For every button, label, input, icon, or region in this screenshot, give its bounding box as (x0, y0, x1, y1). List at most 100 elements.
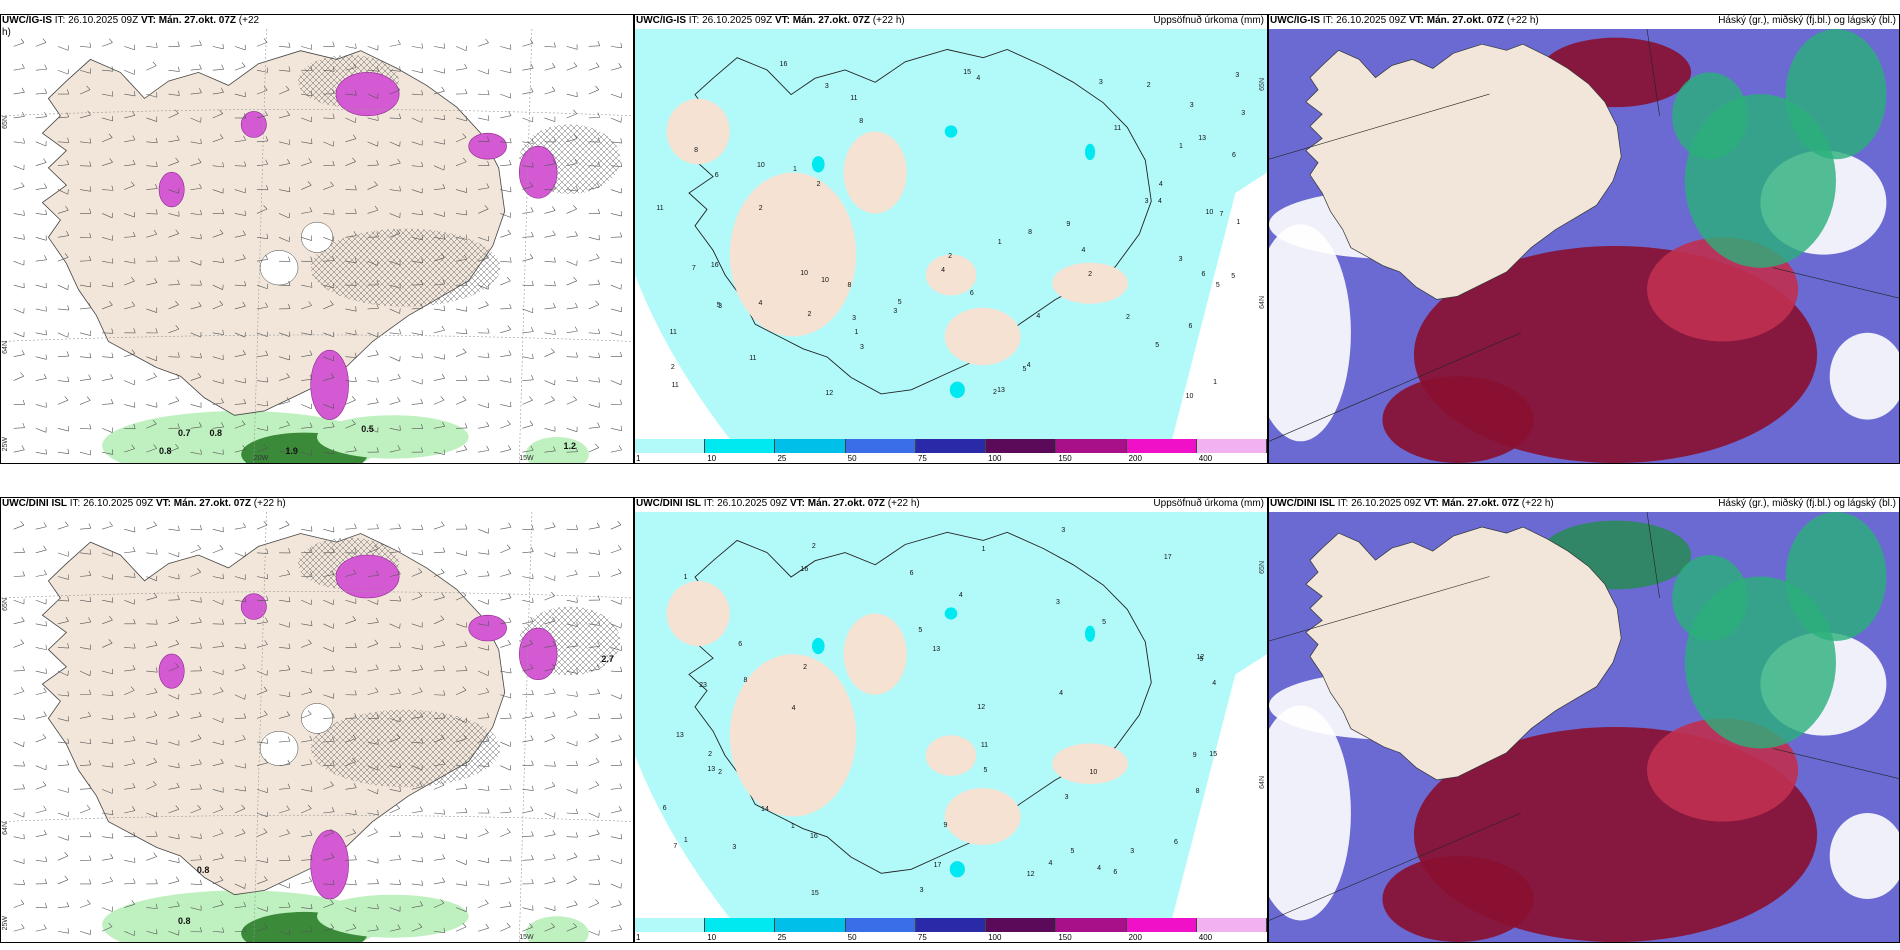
precip-panel-dini: 4 3 3 1 12 13 8 14 16 6 5 5 4 2 3 6 7 11 15 23 12 4 5 2 1 3 5 6 8 17 1… (634, 497, 1268, 943)
lat-label: 64N (2, 341, 9, 355)
precip-amount: 1 (1179, 142, 1183, 150)
precip-amount: 2 (670, 364, 675, 372)
precip-amount: 6 (1113, 869, 1118, 877)
precip-amount: 5 (918, 627, 923, 635)
lat-label: 65N (2, 115, 9, 129)
precip-amount: 2 (718, 768, 723, 776)
panel-field-label: Háský (gr.), miðský (fj.bl.) og lágský (… (1718, 498, 1896, 509)
precip-amount: 6 (909, 569, 914, 577)
precip-amount: 5 (1199, 655, 1204, 663)
title-model: UWC/DINI ISL (636, 498, 701, 509)
title-vt-value: Mán. 27.okt. 07Z (792, 15, 870, 26)
precip-colorbar: 1 10 25 50 75 100 150 200 400 (635, 918, 1267, 942)
panel-title: UWC/DINI ISL IT: 26.10.2025 09Z VT: Mán.… (635, 498, 920, 510)
title-it-label: IT: (1337, 498, 1349, 509)
colorbar-tick: 1 (636, 454, 641, 463)
precip-amount: 4 (1081, 247, 1086, 255)
precip-amount: 4 (1212, 679, 1217, 687)
precip-amount: 3 (1130, 848, 1135, 856)
precip-amount: 1 (981, 546, 986, 554)
precip-amount: 23 (699, 682, 707, 690)
colorbar-swatch (845, 439, 916, 453)
precip-amount: 3 (1241, 110, 1246, 118)
precip-amount: 8 (1195, 788, 1200, 796)
title-model: UWC/IG-IS (2, 15, 52, 26)
precip-amount: 6 (1173, 839, 1178, 847)
precip-amount: 7 (691, 264, 696, 272)
precip-amount: 13 (1198, 134, 1207, 142)
lat-label: 65N (1259, 560, 1266, 574)
lat-label: 64N (2, 821, 9, 835)
precip-amount: 15 (1209, 751, 1218, 759)
precip-amount: 5 (1231, 273, 1236, 281)
lon-label: 15W (519, 934, 534, 941)
precip-amount: 10 (1089, 769, 1098, 777)
colorbar-tick: 10 (707, 454, 717, 463)
precip-amount: 8 (859, 117, 864, 125)
precip-value-label: 0.8 (209, 428, 223, 439)
precip-amount: 5 (1155, 342, 1160, 350)
lat-label: 25W (2, 916, 9, 931)
colorbar-swatch (915, 439, 987, 453)
precip-amount: 3 (732, 843, 737, 851)
precip-amount: 2 (1146, 82, 1151, 90)
precip-amount: 3 (852, 314, 857, 322)
precip-amount: 4 (1158, 181, 1163, 189)
title-it-value: 26.10.2025 09Z (83, 498, 154, 509)
precip-colorbar: 1 10 25 50 75 100 150 200 400 (635, 439, 1267, 463)
precip-value-label: 0.7 (177, 428, 191, 439)
colorbar-tick: 400 (1198, 933, 1213, 942)
title-vt-value: Mán. 27.okt. 07Z (173, 498, 251, 509)
title-lead: (+22 h) (1506, 15, 1539, 26)
title-it-value: 26.10.2025 09Z (1336, 15, 1407, 26)
colorbar-tick: 25 (777, 454, 787, 463)
colorbar-swatch (845, 918, 916, 932)
precip-value-label: 1.2 (563, 441, 576, 452)
title-vt-value: Mán. 27.okt. 07Z (807, 498, 885, 509)
title-it-value: 26.10.2025 09Z (68, 15, 139, 26)
precip-value-label: 2.7 (601, 653, 614, 664)
colorbar-swatch (1196, 918, 1267, 932)
title-model: UWC/IG-IS (1270, 15, 1320, 26)
precip-amount: 3 (919, 887, 924, 895)
precip-amount: 4 (1059, 689, 1064, 697)
title-vt-label: VT: (774, 15, 790, 26)
precip-amount: 4 (1026, 362, 1031, 370)
colorbar-swatch (1126, 439, 1197, 453)
lon-label: 20W (253, 455, 269, 462)
precip-amount: 11 (980, 741, 989, 749)
precip-amount: 14 (761, 806, 769, 814)
wind-map: 65N 64N 25W 20W 15W 0.7 0.8 0.8 1.9 0.5 1.2 (1, 29, 633, 463)
panel-title: UWC/IG-IS IT: 26.10.2025 09Z VT: Mán. 27… (1269, 15, 1539, 27)
precip-amount: 11 (656, 205, 664, 213)
title-vt-label: VT: (789, 498, 805, 509)
title-vt-value: Mán. 27.okt. 07Z (1441, 498, 1519, 509)
precip-amount: 15 (963, 69, 972, 77)
precip-amount: 2 (803, 663, 808, 671)
precip-amount: 4 (1048, 860, 1053, 868)
colorbar-swatch (635, 918, 706, 932)
precip-amount: 8 (694, 146, 698, 154)
title-it-value: 26.10.2025 09Z (702, 15, 773, 26)
precip-amount: 4 (958, 591, 963, 599)
title-vt-label: VT: (140, 15, 156, 26)
colorbar-tick: 50 (847, 454, 857, 463)
precip-amount: 5 (1215, 281, 1220, 289)
colorbar-tick: 200 (1128, 454, 1142, 463)
wind-map-svg (1, 29, 633, 463)
precip-amount: 16 (710, 261, 719, 269)
precip-amount: 16 (779, 61, 788, 69)
lon-label: 15W (519, 455, 534, 462)
colorbar-tick: 1 (636, 933, 641, 942)
panel-title: UWC/IG-IS IT: 26.10.2025 09Z VT: Mán. 27… (635, 15, 905, 27)
cloud-panel-igis: UWC/IG-IS IT: 26.10.2025 09Z VT: Mán. 27… (1268, 14, 1900, 464)
title-it-label: IT: (703, 498, 715, 509)
precip-amount: 1 (790, 822, 795, 830)
precip-amount: 11 (1113, 124, 1122, 132)
precip-amount: 5 (983, 766, 988, 774)
precip-amount: 3 (1061, 526, 1066, 534)
colorbar-tick: 100 (988, 454, 1002, 463)
colorbar-tick: 100 (988, 933, 1002, 942)
colorbar-swatch (705, 439, 776, 453)
precip-amount: 4 (758, 299, 763, 307)
